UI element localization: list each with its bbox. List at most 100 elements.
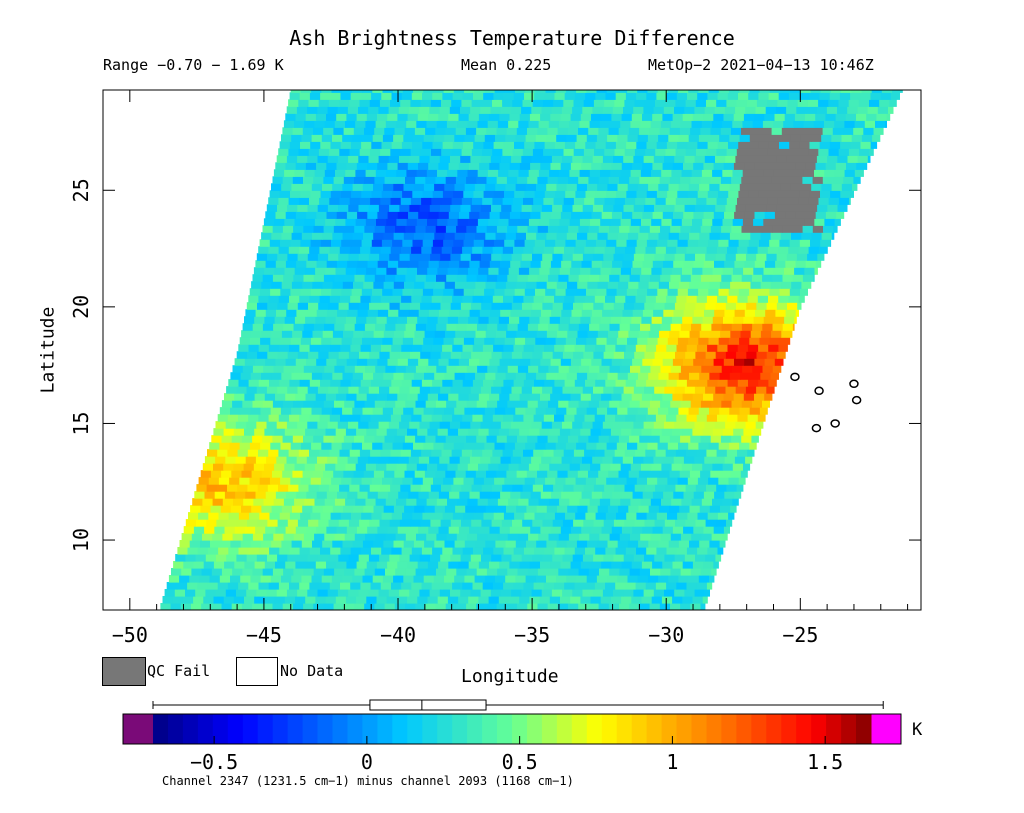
- swath-cell: [293, 225, 304, 233]
- colorbar-segment: [527, 714, 543, 744]
- swath-cell: [521, 589, 533, 597]
- swath-cell: [643, 155, 655, 163]
- swath-cell: [292, 505, 303, 513]
- swath-cell: [768, 295, 779, 303]
- swath-cell: [724, 309, 736, 317]
- swath-cell: [686, 379, 698, 387]
- swath-cell: [505, 407, 516, 415]
- swath-cell: [489, 491, 501, 499]
- swath-cell: [780, 134, 792, 142]
- swath-cell: [727, 92, 739, 100]
- swath-cell: [560, 596, 571, 604]
- swath-cell: [214, 491, 226, 499]
- swath-cell: [487, 323, 498, 331]
- swath-cell: [616, 477, 628, 485]
- swath-cell: [588, 400, 600, 408]
- swath-cell: [423, 442, 434, 450]
- swath-cell: [666, 547, 678, 555]
- swath-cell: [717, 414, 728, 422]
- colorbar-tick-label: 1: [666, 750, 678, 774]
- swath-cell: [406, 463, 418, 471]
- swath-cell: [661, 596, 673, 604]
- swath-cell: [660, 568, 671, 576]
- swath-cell: [420, 519, 431, 527]
- swath-cell: [590, 316, 602, 324]
- swath-cell: [288, 484, 299, 492]
- swath-cell: [447, 498, 458, 506]
- swath-cell: [675, 99, 687, 107]
- swath-cell: [529, 267, 540, 275]
- swath-cell: [211, 603, 223, 610]
- swath-cell: [520, 526, 531, 534]
- swath-cell: [402, 190, 413, 198]
- swath-cell: [711, 400, 722, 408]
- swath-cell: [530, 358, 541, 366]
- swath-cell: [365, 463, 377, 471]
- swath-cell: [685, 351, 696, 359]
- swath-cell: [510, 456, 522, 464]
- swath-cell: [500, 260, 511, 268]
- swath-cell: [235, 491, 246, 499]
- swath-cell: [431, 197, 443, 205]
- swath-cell: [672, 316, 683, 324]
- swath-cell: [578, 176, 589, 184]
- swath-cell: [311, 442, 322, 450]
- x-tick-label: −45: [246, 623, 282, 647]
- swath-cell: [313, 274, 325, 282]
- swath-cell: [579, 365, 590, 373]
- swath-cell: [413, 183, 425, 191]
- swath-cell: [477, 218, 489, 226]
- swath-cell: [794, 316, 797, 324]
- swath-cell: [565, 90, 577, 93]
- swath-cell: [466, 176, 477, 184]
- swath-cell: [394, 330, 405, 338]
- swath-cell: [392, 337, 404, 345]
- swath-cell: [450, 302, 462, 310]
- swath-cell: [349, 99, 361, 107]
- swath-cell: [389, 302, 401, 310]
- swath-cell: [389, 253, 401, 261]
- swath-cell: [680, 176, 691, 184]
- swath-cell: [739, 337, 750, 345]
- swath-cell: [704, 106, 716, 114]
- swath-cell: [639, 176, 651, 184]
- colorbar-segment: [287, 714, 304, 744]
- swath-cell: [489, 561, 500, 569]
- swath-cell: [576, 134, 588, 142]
- swath-cell: [679, 281, 690, 289]
- swath-cell: [491, 386, 502, 394]
- colorbar-segment: [512, 714, 528, 744]
- swath-cell: [320, 239, 332, 247]
- swath-cell: [428, 358, 440, 366]
- swath-cell: [408, 211, 419, 219]
- swath-cell: [536, 232, 547, 240]
- swath-cell: [383, 372, 395, 380]
- swath-cell: [674, 386, 686, 394]
- swath-cell: [442, 512, 454, 520]
- swath-cell: [248, 582, 260, 590]
- swath-cell: [243, 463, 255, 471]
- swath-cell: [475, 505, 487, 513]
- swath-cell: [342, 232, 354, 240]
- swath-cell: [463, 337, 475, 345]
- swath-cell: [445, 330, 456, 338]
- swath-cell: [337, 456, 349, 464]
- swath-cell: [396, 218, 408, 226]
- swath-cell: [548, 365, 560, 373]
- swath-cell: [342, 407, 353, 415]
- swath-cell: [573, 449, 585, 457]
- swath-cell: [410, 449, 422, 457]
- swath-cell: [241, 505, 252, 513]
- swath-cell: [285, 561, 296, 569]
- swath-cell: [808, 197, 820, 205]
- swath-cell: [526, 540, 537, 548]
- swath-cell: [692, 393, 704, 401]
- swath-cell: [412, 512, 423, 520]
- swath-cell: [467, 169, 479, 177]
- swath-cell: [341, 190, 352, 198]
- swath-cell: [266, 589, 278, 597]
- swath-cell: [215, 589, 227, 597]
- swath-cell: [254, 596, 265, 604]
- swath-cell: [580, 393, 592, 401]
- swath-cell: [402, 337, 414, 345]
